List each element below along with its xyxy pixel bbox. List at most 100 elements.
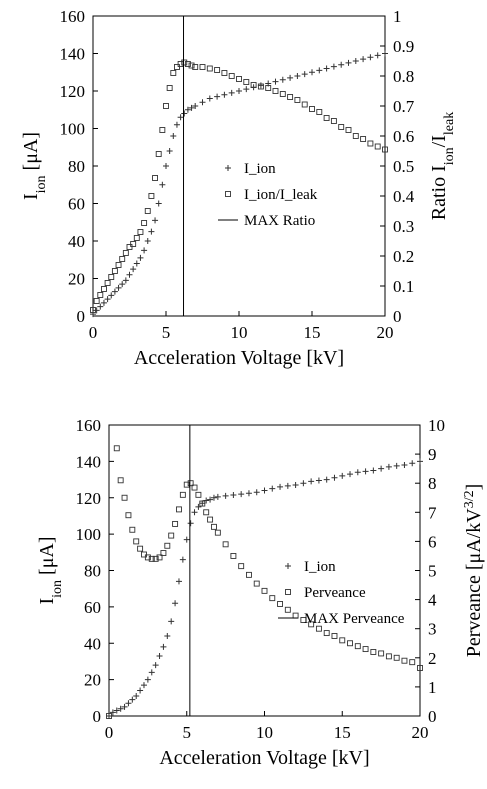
data-point: [352, 133, 359, 139]
x-tick-label: 5: [162, 323, 171, 342]
y2-tick-label: 5: [428, 562, 437, 581]
data-point: [301, 71, 308, 78]
data-point: [331, 633, 338, 639]
data-point: [152, 217, 159, 224]
data-point: [156, 554, 163, 561]
y-tick-label: 140: [76, 452, 102, 471]
data-point: [210, 494, 217, 501]
data-point: [188, 62, 195, 69]
legend-marker: [285, 563, 291, 569]
legend-label: I_ion/I_leak: [244, 187, 318, 203]
y2-axis-label: Ratio Iion/Ileak: [428, 112, 457, 220]
y-axis-label-part: ion: [50, 580, 65, 598]
data-point: [155, 151, 162, 157]
data-point: [347, 471, 354, 478]
y-tick-label: 20: [68, 270, 85, 289]
data-point: [184, 61, 191, 67]
data-point: [156, 652, 163, 659]
y2-axis-label-part: leak: [442, 112, 457, 135]
data-point: [175, 578, 182, 585]
data-point: [243, 79, 250, 85]
data-point: [261, 487, 268, 494]
data-point: [236, 76, 242, 82]
data-point: [199, 99, 206, 106]
y-tick-label: 60: [84, 598, 101, 617]
x-tick-label: 20: [377, 323, 394, 342]
data-point: [301, 101, 308, 108]
data-point: [119, 281, 126, 288]
data-point: [207, 516, 214, 523]
data-point: [170, 70, 177, 76]
data-point: [203, 497, 210, 504]
y2-tick-label: 2: [428, 649, 437, 668]
data-point: [104, 280, 111, 286]
legend-label: I_ion: [244, 161, 276, 177]
data-point: [236, 88, 242, 94]
data-point: [330, 63, 337, 70]
data-point: [228, 73, 235, 79]
data-point: [385, 653, 392, 660]
data-point: [370, 649, 377, 655]
data-point: [214, 93, 221, 100]
data-point: [354, 643, 361, 650]
y2-tick-label: 4: [428, 591, 437, 610]
data-point: [352, 58, 359, 64]
data-point: [300, 617, 307, 623]
y2-tick-label: 0: [393, 307, 402, 326]
data-point: [261, 587, 268, 594]
data-point: [179, 491, 186, 498]
y2-tick-label: 7: [428, 503, 437, 522]
data-point: [125, 512, 132, 519]
data-point: [347, 640, 353, 647]
data-point: [331, 474, 338, 481]
data-point: [133, 260, 140, 267]
data-point: [192, 64, 199, 70]
y2-axis-label-part: Perveance [μA/kV: [463, 508, 485, 658]
x-tick-label: 10: [256, 723, 273, 742]
data-point: [279, 91, 286, 97]
data-point: [409, 659, 416, 666]
data-point: [106, 713, 112, 719]
x-tick-label: 0: [105, 723, 114, 742]
data-point: [269, 595, 276, 602]
data-point: [111, 288, 118, 295]
data-point: [122, 277, 129, 284]
data-point: [181, 110, 188, 117]
data-point: [177, 114, 184, 121]
data-point: [250, 82, 257, 88]
data-point: [338, 61, 345, 68]
data-point: [144, 676, 151, 683]
data-point: [93, 298, 100, 304]
data-point: [378, 650, 385, 657]
data-point: [243, 86, 250, 93]
data-point: [385, 463, 392, 470]
data-point: [181, 59, 188, 66]
data-point: [121, 494, 128, 501]
y2-tick-label: 0.6: [393, 127, 414, 146]
data-point: [401, 657, 408, 664]
data-point: [345, 59, 352, 66]
data-point: [188, 104, 195, 111]
data-point: [155, 200, 162, 207]
data-point: [393, 462, 400, 469]
data-point: [126, 271, 133, 278]
data-point: [245, 490, 252, 497]
x-tick-label: 15: [304, 323, 321, 342]
data-point: [323, 630, 330, 637]
data-point: [166, 85, 173, 91]
data-point: [113, 707, 120, 714]
data-point: [417, 665, 423, 671]
data-point: [382, 50, 388, 57]
data-point: [129, 526, 136, 533]
data-point: [121, 703, 128, 710]
data-point: [214, 67, 221, 73]
data-point: [113, 445, 120, 452]
data-point: [253, 489, 260, 496]
data-point: [374, 52, 381, 59]
data-point: [214, 493, 221, 500]
data-point: [222, 492, 229, 499]
data-point: [183, 536, 190, 543]
data-point: [214, 529, 221, 536]
data-point: [115, 284, 122, 291]
